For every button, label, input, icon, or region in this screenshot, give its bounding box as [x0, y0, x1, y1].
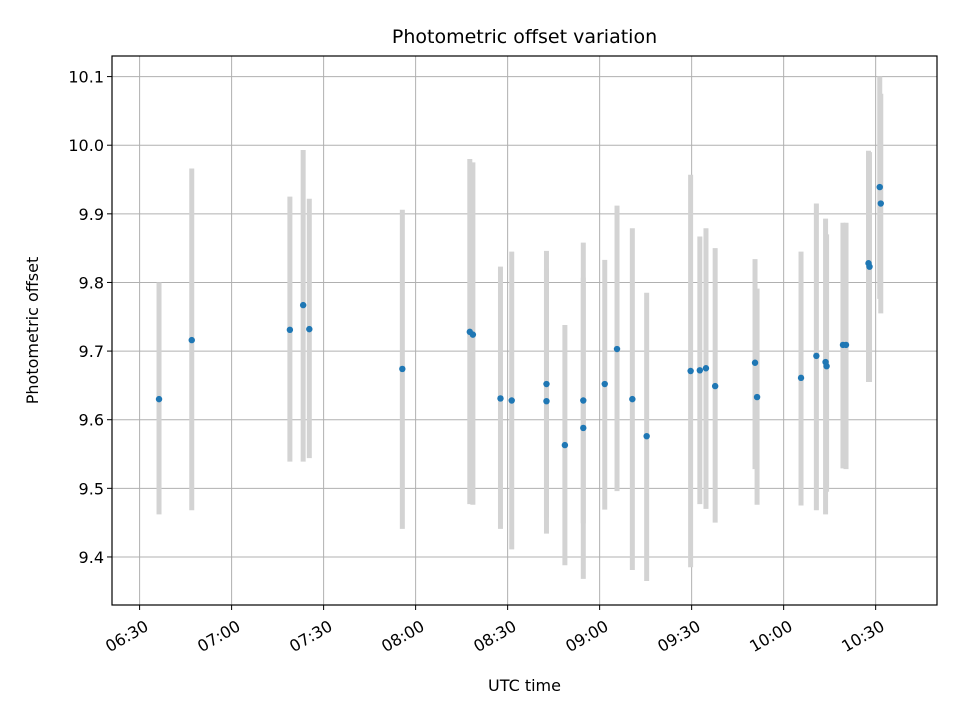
data-point [876, 183, 883, 191]
y-axis: 9.4 9.5 9.6 9.7 9.8 9.9 10.0 10.1 [68, 68, 112, 567]
data-points [155, 183, 884, 449]
data-point [711, 382, 719, 390]
data-point [543, 397, 550, 405]
data-point [823, 362, 830, 370]
data-point [696, 367, 704, 374]
data-point [643, 432, 650, 440]
data-point [286, 326, 294, 334]
data-point [543, 380, 550, 388]
data-point [702, 365, 710, 372]
data-point [561, 441, 569, 449]
y-tick-label: 10.1 [68, 68, 104, 87]
data-point [188, 336, 195, 344]
data-point [751, 359, 759, 366]
plot-frame [111, 55, 938, 606]
data-point [753, 393, 761, 401]
data-point [508, 397, 515, 404]
data-point [613, 345, 621, 353]
data-point [842, 341, 850, 349]
y-tick-label: 9.7 [79, 342, 104, 361]
data-point [601, 380, 608, 388]
data-point [813, 352, 820, 360]
data-point [629, 395, 636, 403]
data-point [687, 367, 694, 375]
data-point [877, 200, 884, 207]
data-point [797, 374, 805, 382]
data-point [469, 331, 477, 338]
y-tick-label: 9.4 [79, 548, 104, 567]
data-point [399, 365, 406, 373]
y-tick-label: 9.5 [79, 479, 104, 498]
data-point [497, 395, 504, 402]
data-point [306, 325, 313, 333]
data-point [866, 263, 873, 270]
y-tick-label: 10.0 [68, 136, 104, 155]
y-axis-label: Photometric offset [23, 257, 42, 405]
y-tick-label: 9.9 [79, 205, 104, 224]
y-tick-label: 9.6 [79, 411, 104, 430]
data-point [299, 301, 307, 309]
data-point [580, 424, 587, 432]
chart-title: Photometric offset variation [392, 26, 657, 48]
x-axis-label: UTC time [488, 676, 561, 695]
data-point [580, 397, 587, 404]
y-tick-label: 9.8 [79, 273, 104, 292]
data-point [155, 395, 163, 403]
